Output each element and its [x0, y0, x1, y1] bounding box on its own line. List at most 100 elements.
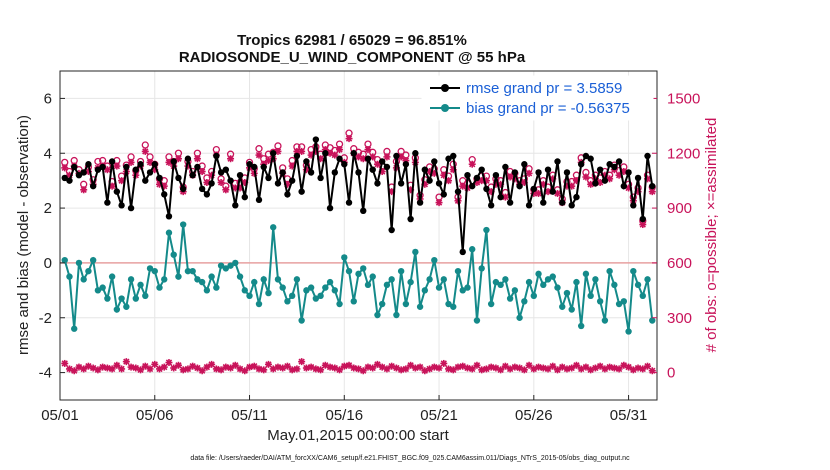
bias-point	[639, 292, 646, 300]
bias-point	[322, 284, 329, 291]
rmse-point	[378, 158, 386, 165]
bias-point	[469, 246, 476, 253]
obs-star-stroke	[203, 179, 211, 186]
obs-assimilated-point	[554, 189, 561, 197]
bias-point	[374, 311, 381, 319]
obs-star-stroke	[217, 179, 225, 186]
bias-point	[71, 325, 78, 332]
obs-low-center	[280, 366, 285, 371]
rmse-point	[293, 152, 301, 160]
bias-point	[402, 300, 410, 308]
rmse-point	[203, 191, 211, 198]
rmse-point	[260, 163, 267, 171]
legend-box	[421, 75, 654, 121]
rmse-point	[535, 169, 542, 176]
obs-low-center	[489, 365, 494, 370]
obs-low-center	[517, 366, 522, 371]
rmse-point	[127, 204, 135, 212]
obs-low-center	[645, 364, 650, 369]
obs-low-center	[598, 364, 603, 369]
obs-low-center	[389, 364, 394, 369]
obs-low-center	[394, 366, 399, 371]
rmse-point	[630, 202, 637, 209]
bias-point	[113, 306, 121, 313]
obs-low-center	[266, 362, 271, 367]
obs-low-center	[579, 366, 584, 371]
rmse-point	[303, 158, 310, 165]
obs-assimilated-point	[198, 168, 206, 176]
bias-point	[426, 276, 433, 283]
bias-point	[397, 267, 405, 275]
rmse-point	[312, 136, 320, 143]
rmse-point	[80, 169, 87, 176]
obs-low-center	[162, 365, 167, 370]
obs-low-center	[290, 367, 295, 372]
bias-point	[260, 276, 267, 283]
x-tick-label: 05/16	[326, 407, 364, 424]
rmse-point	[454, 188, 462, 195]
obs-star-stroke	[142, 148, 149, 155]
bias-point	[151, 267, 158, 275]
rmse-point	[369, 166, 376, 173]
bias-point	[170, 251, 177, 258]
y-tick-label: -4	[39, 365, 52, 382]
rmse-point	[577, 161, 585, 168]
rmse-point	[326, 204, 334, 212]
obs-star-stroke	[525, 170, 533, 177]
bias-point	[393, 311, 400, 319]
rmse-point	[336, 155, 343, 162]
obs-low-center	[384, 366, 389, 371]
bias-point	[179, 221, 187, 228]
bias-point	[270, 224, 277, 231]
rmse-point	[478, 166, 485, 173]
obs-low-center	[129, 365, 134, 370]
rmse-point	[393, 152, 400, 160]
rmse-point	[94, 166, 102, 173]
rmse-point	[241, 193, 248, 201]
obs-low-center	[626, 365, 631, 370]
obs-assimilated-point	[435, 199, 443, 207]
bias-series-line	[63, 224, 654, 332]
legend-bias-marker	[441, 104, 449, 112]
bias-point	[649, 317, 656, 324]
bias-point	[284, 298, 291, 305]
rmse-point	[592, 180, 599, 187]
rmse-point	[521, 161, 528, 168]
obs-low-center	[361, 368, 366, 373]
bias-point	[554, 284, 561, 291]
obs-assimilated-point	[501, 193, 509, 201]
rmse-point	[559, 199, 566, 206]
bias-point	[577, 322, 585, 330]
obs-star-stroke	[435, 199, 443, 206]
rmse-point	[217, 169, 225, 176]
obs-low-center	[441, 361, 446, 366]
bias-point	[274, 276, 282, 283]
bias-point	[440, 276, 447, 283]
obs-low-center	[380, 365, 385, 370]
bias-point	[378, 300, 386, 308]
bias-point	[459, 287, 466, 294]
rmse-point	[649, 182, 656, 190]
obs-low-center	[133, 366, 138, 371]
obs-low-center	[546, 366, 551, 371]
rmse-point	[431, 158, 438, 165]
bias-point	[540, 281, 547, 289]
rmse-point	[85, 161, 92, 168]
rmse-point	[284, 191, 291, 198]
obs-low-center	[617, 366, 622, 371]
rmse-point	[421, 166, 429, 173]
bias-point	[412, 248, 419, 256]
obs-low-center	[157, 366, 162, 371]
bias-point	[625, 328, 632, 335]
bias-point	[336, 300, 343, 308]
bias-point	[497, 281, 504, 289]
obs-star-stroke	[255, 151, 263, 159]
obs-low-center	[238, 366, 243, 371]
obs-low-center	[185, 366, 190, 371]
bias-point	[516, 314, 523, 321]
obs-low-center	[612, 366, 617, 371]
obs-star-stroke	[293, 148, 301, 155]
obs-star-stroke	[198, 168, 206, 175]
rmse-point	[298, 188, 305, 195]
obs-star-stroke	[118, 177, 125, 184]
